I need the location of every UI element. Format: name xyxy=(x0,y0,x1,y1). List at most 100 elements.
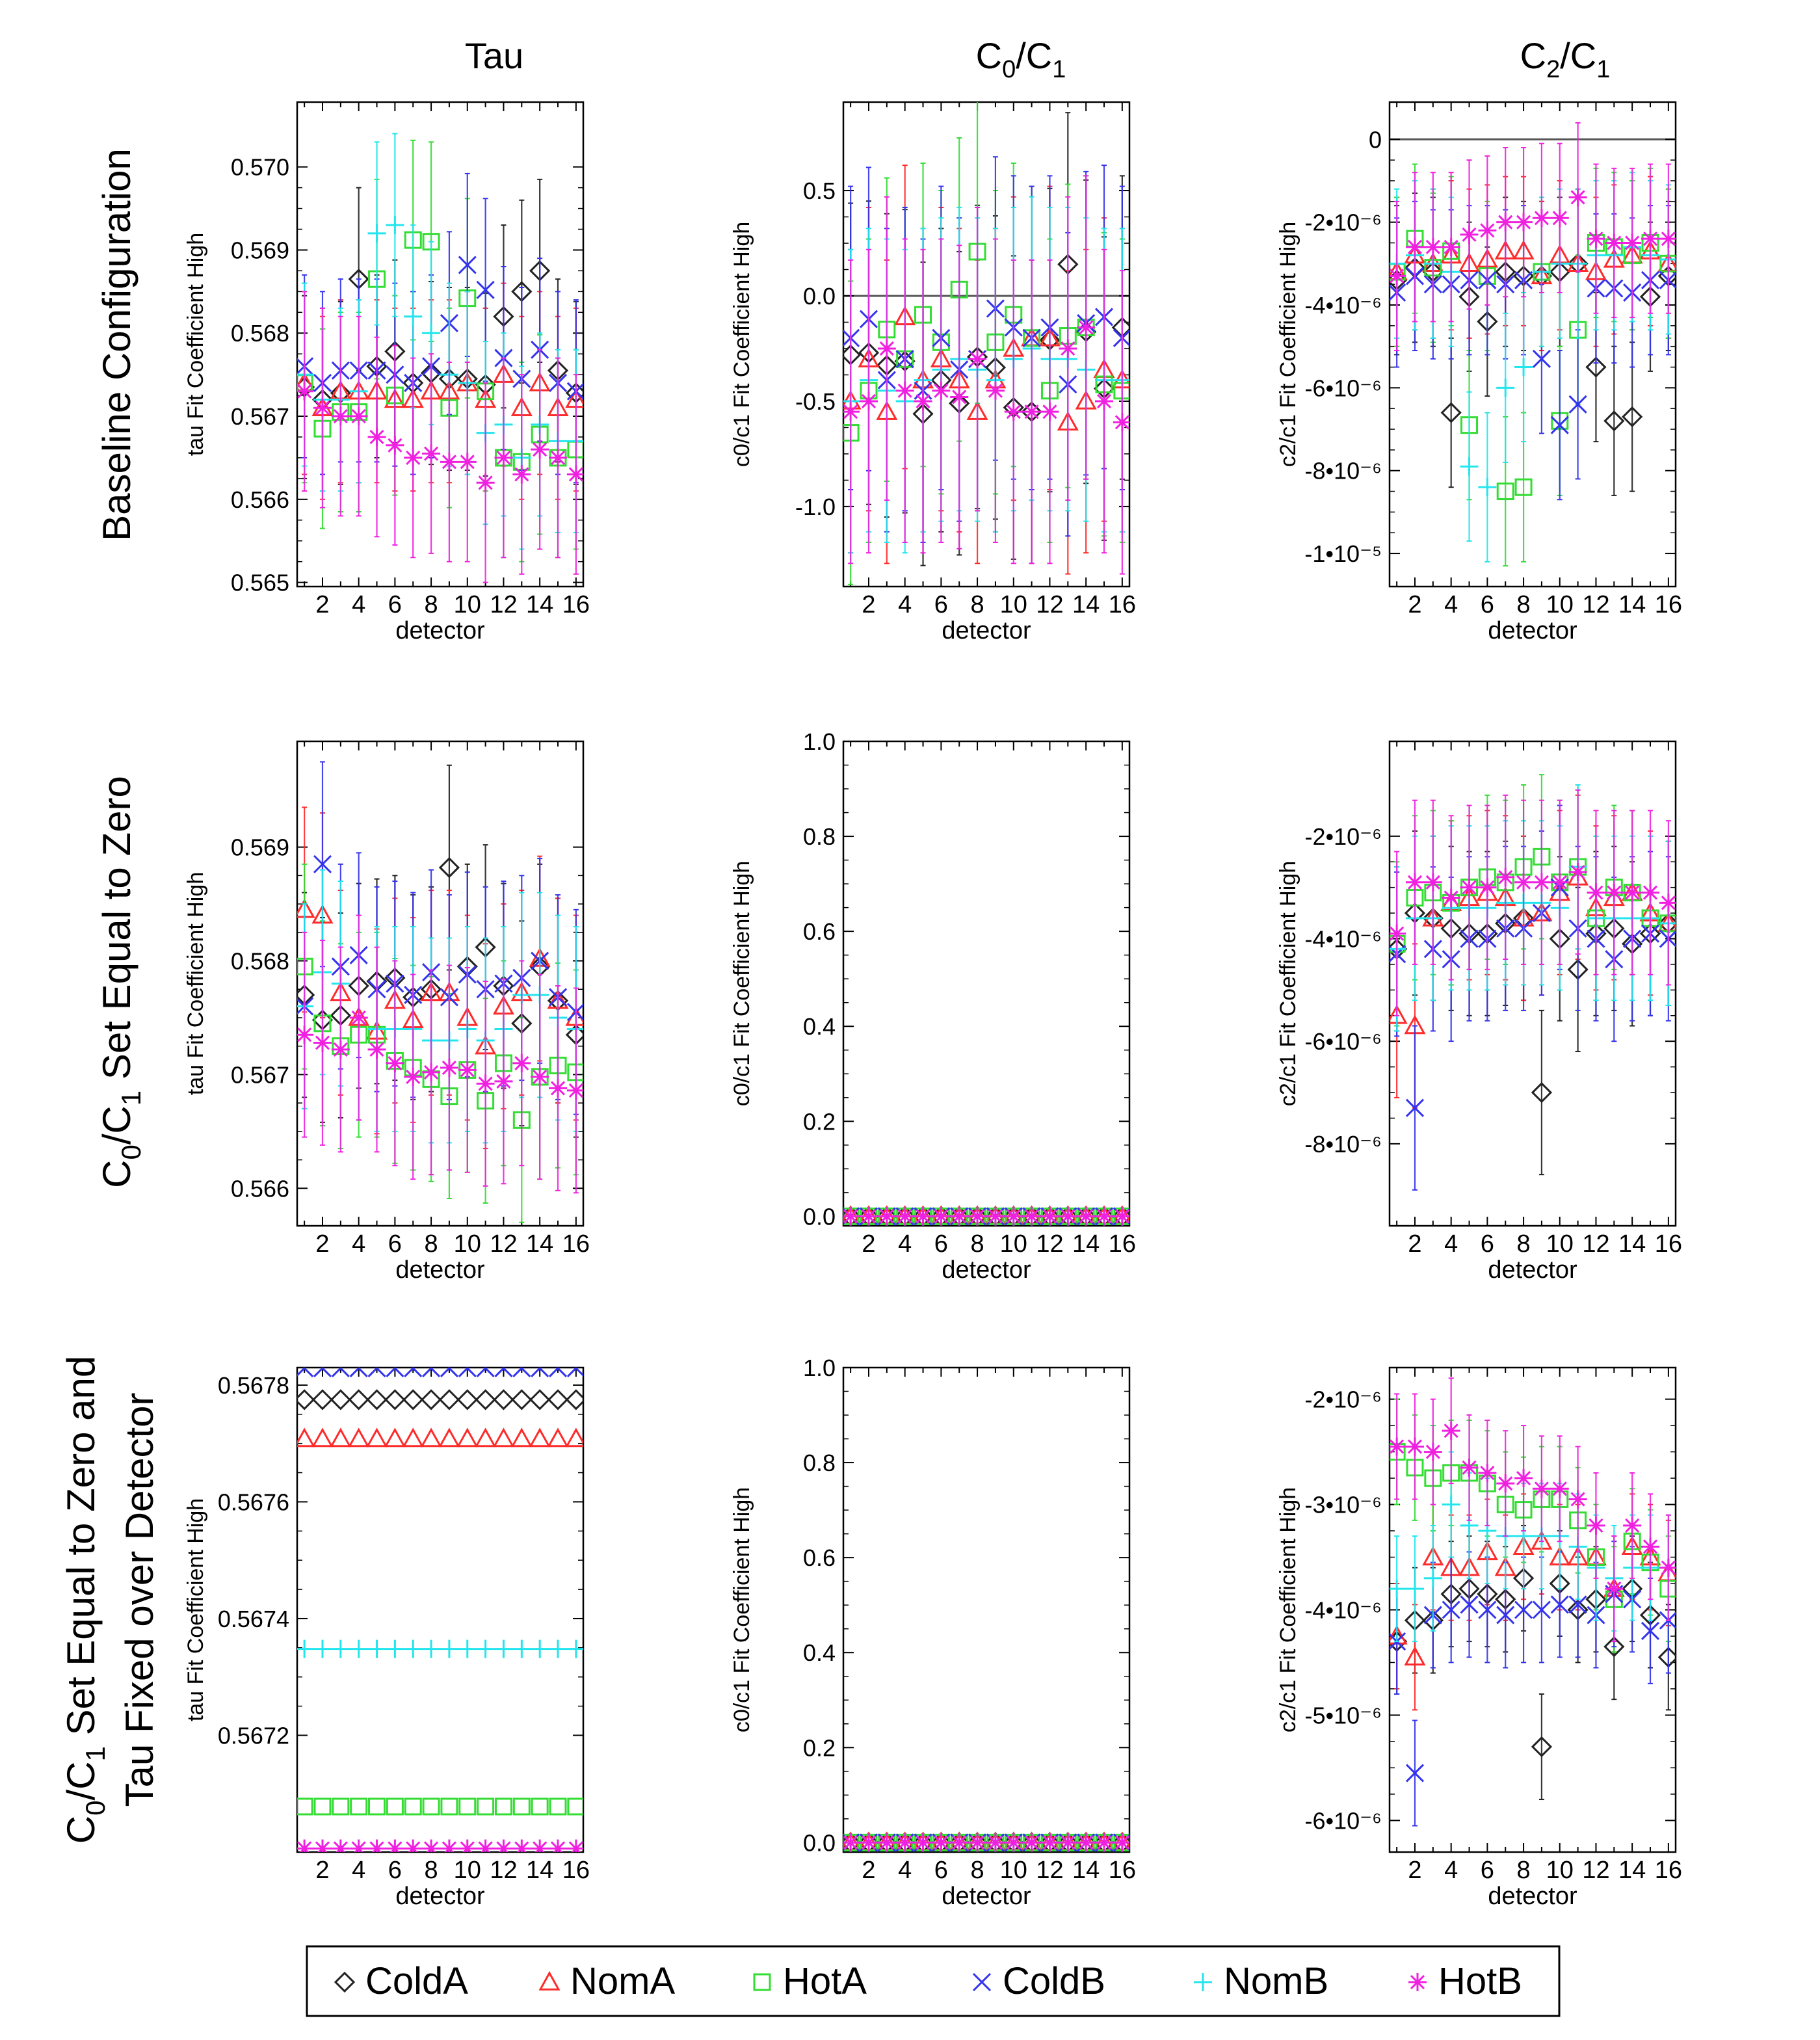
point-nomb xyxy=(349,1639,368,1658)
point-colda xyxy=(297,1389,315,1411)
point-hotb xyxy=(1605,883,1624,902)
x-tick-label: 4 xyxy=(1444,591,1458,618)
point-hotb xyxy=(1004,1207,1023,1226)
point-hotb xyxy=(1478,1463,1497,1482)
point-coldb xyxy=(440,1368,458,1377)
point-hotb xyxy=(895,1833,914,1852)
x-tick-label: 14 xyxy=(526,1857,553,1884)
x-tick-label: 16 xyxy=(1655,591,1682,618)
x-tick-label: 10 xyxy=(1000,1230,1027,1258)
point-hotb xyxy=(1641,1537,1660,1556)
point-nomb xyxy=(331,1639,350,1658)
point-hotb xyxy=(1496,868,1515,886)
point-hotb xyxy=(1040,403,1059,421)
x-tick-label: 16 xyxy=(1655,1857,1682,1884)
x-tick-label: 8 xyxy=(425,1230,438,1258)
row-title-line: C0/C1 Set Equal to Zero xyxy=(95,776,146,1188)
point-hotb xyxy=(932,381,951,400)
point-hotb xyxy=(349,1008,368,1027)
point-hotb xyxy=(843,403,860,421)
plot-area xyxy=(843,1205,1129,1226)
x-tick-label: 2 xyxy=(1408,591,1421,618)
x-tick-label: 6 xyxy=(934,591,948,618)
point-coldb xyxy=(1405,1098,1425,1117)
y-tick-label: 0.567 xyxy=(231,1061,289,1088)
y-tick-label: 0.5676 xyxy=(218,1489,289,1515)
point-hota xyxy=(313,1797,332,1816)
y-tick-label: 0.2 xyxy=(803,1734,836,1761)
point-hotb xyxy=(367,1040,386,1059)
point-hotb xyxy=(1390,267,1406,285)
point-hotb xyxy=(1641,230,1660,248)
point-hota xyxy=(297,1797,313,1816)
point-hotb xyxy=(932,1833,951,1852)
legend-item-colda: ColdA xyxy=(334,1960,468,2002)
point-nomb xyxy=(404,1639,423,1658)
point-hotb xyxy=(404,1839,423,1852)
legend-label: NomA xyxy=(570,1960,675,2002)
x-tick-label: 8 xyxy=(1517,591,1531,618)
x-tick-label: 12 xyxy=(490,1230,517,1258)
row-title-text: /C xyxy=(95,1106,138,1145)
x-tick-label: 2 xyxy=(862,1230,875,1258)
subscript: 2 xyxy=(1546,56,1560,83)
point-hotb xyxy=(1004,403,1023,421)
point-nomb xyxy=(512,1639,531,1658)
point-hotb xyxy=(1568,188,1587,207)
point-nomb xyxy=(440,1639,458,1658)
y-tick-label: 0.5 xyxy=(803,178,836,204)
point-noma xyxy=(365,1427,388,1448)
point-hota xyxy=(422,1797,440,1816)
point-hota xyxy=(567,1797,583,1816)
x-tick-label: 8 xyxy=(971,591,984,618)
point-coldb xyxy=(494,1368,513,1377)
point-hotb xyxy=(458,1061,477,1080)
point-coldb xyxy=(331,1368,350,1377)
point-coldb xyxy=(404,1368,423,1377)
legend-item-hota: HotA xyxy=(753,1960,867,2002)
point-hotb xyxy=(458,1839,477,1852)
series-NomA xyxy=(297,1427,583,1448)
point-hotb xyxy=(986,1833,1005,1852)
point-hotb xyxy=(367,1839,386,1852)
point-coldb xyxy=(1532,349,1551,368)
x-tick-label: 8 xyxy=(425,591,438,618)
point-hotb xyxy=(1113,1207,1129,1226)
point-hotb xyxy=(331,407,350,426)
point-nomb xyxy=(422,324,441,343)
point-hotb xyxy=(1532,873,1551,892)
point-hotb xyxy=(1460,225,1479,244)
y-tick-label: 0.4 xyxy=(803,1013,836,1040)
point-hotb xyxy=(512,1053,531,1072)
legend-label: HotA xyxy=(783,1960,867,2002)
point-colda xyxy=(366,1389,388,1411)
y-tick-label: 0.0 xyxy=(803,1203,836,1230)
x-tick-label: 10 xyxy=(454,591,481,618)
x-tick-label: 8 xyxy=(971,1230,984,1258)
point-noma xyxy=(510,1427,533,1448)
point-hotb xyxy=(531,440,549,459)
point-hotb xyxy=(1659,1558,1676,1577)
point-hotb xyxy=(1077,318,1096,337)
x-tick-label: 16 xyxy=(1109,591,1136,618)
point-hotb xyxy=(1587,883,1605,902)
plot-area xyxy=(1390,122,1676,567)
x-axis-label: detector xyxy=(1488,1256,1577,1284)
point-hotb xyxy=(1623,233,1642,252)
x-axis-label: detector xyxy=(942,1883,1031,1910)
point-coldb xyxy=(349,1368,368,1377)
x-axis-label: detector xyxy=(395,617,485,644)
point-nomb xyxy=(531,1639,549,1658)
point-hotb xyxy=(1460,1458,1479,1477)
point-hotb xyxy=(1390,1437,1406,1456)
point-hotb xyxy=(1095,1207,1114,1226)
point-hotb xyxy=(297,382,314,401)
point-coldb xyxy=(386,1368,404,1377)
point-hotb xyxy=(1605,1580,1624,1598)
point-hotb xyxy=(297,1839,314,1852)
y-axis-label: tau Fit Coefficient High xyxy=(183,872,208,1095)
y-tick-label: -2•10⁻⁶ xyxy=(1305,209,1382,236)
point-noma xyxy=(438,1427,460,1448)
x-tick-label: 10 xyxy=(1546,591,1574,618)
point-hotb xyxy=(1022,1207,1041,1226)
